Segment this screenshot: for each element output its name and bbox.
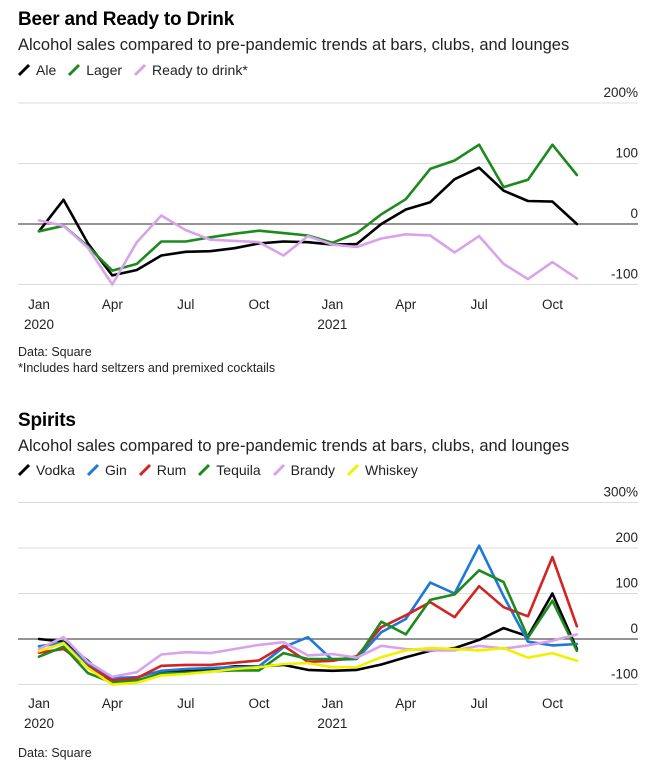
series-line-gin — [37, 544, 579, 680]
legend-label-vodka: Vodka — [36, 462, 75, 478]
x-tick-label: Jan — [28, 297, 50, 312]
y-tick-label: 0 — [630, 206, 638, 221]
year-label: 2021 — [317, 716, 347, 731]
legend-item-tequila: Tequila — [198, 462, 261, 478]
legend-swatch-lager — [68, 63, 81, 77]
legend-item-brandy: Brandy — [272, 462, 336, 478]
year-label: 2020 — [24, 317, 54, 332]
legend-label-lager: Lager — [86, 62, 123, 78]
legend-swatch-vodka — [17, 463, 31, 477]
y-tick-label: 200 — [615, 530, 638, 545]
x-tick-label: Oct — [542, 696, 563, 711]
legend-item-ready-to-drink: Ready to drink* — [133, 62, 248, 78]
chart-title: Beer and Ready to Drink — [18, 9, 235, 30]
x-tick-label: Jul — [470, 297, 487, 312]
legend-item-lager: Lager — [68, 62, 122, 78]
legend-item-ale: Ale — [17, 62, 57, 78]
beer-line-chart: 200% 100 0 -100 Jan Apr Jul Oct Jan Apr Jul Oct 2020… — [18, 85, 638, 332]
y-tick-label: 100 — [615, 146, 638, 161]
legend-label-whiskey: Whiskey — [365, 462, 418, 478]
year-label: 2020 — [24, 716, 54, 731]
chart-title: Spirits — [18, 410, 76, 431]
x-tick-label: Jan — [28, 696, 50, 711]
x-tick-label: Apr — [102, 297, 124, 312]
legend-label-ready-to-drink: Ready to drink* — [152, 62, 248, 78]
x-tick-label: Jul — [177, 696, 194, 711]
x-tick-label: Apr — [102, 696, 124, 711]
legend-label-rum: Rum — [156, 462, 187, 478]
legend-item-rum: Rum — [138, 462, 187, 478]
beer-chart-panel: Beer and Ready to Drink Alcohol sales co… — [17, 9, 638, 375]
x-tick-label: Oct — [249, 696, 270, 711]
series-line-whiskey — [37, 641, 579, 686]
y-tick-label: -100 — [611, 667, 638, 682]
series-line-ale — [37, 166, 579, 277]
legend-item-vodka: Vodka — [17, 462, 75, 478]
source-note: Data: Square — [18, 345, 92, 359]
y-tick-label: 100 — [615, 576, 638, 591]
series-line-tequila — [37, 569, 579, 684]
footnote: *Includes hard seltzers and premixed coc… — [18, 361, 276, 375]
legend-swatch-ready-to-drink — [133, 63, 147, 77]
legend-swatch-whiskey — [346, 463, 360, 477]
legend-label-tequila: Tequila — [216, 462, 261, 478]
chart-legend: Vodka Gin Rum Tequila Brandy Whiskey — [17, 462, 430, 478]
series-line-brandy — [37, 633, 579, 679]
y-tick-label: 0 — [630, 621, 638, 636]
legend-label-ale: Ale — [36, 62, 57, 78]
legend-swatch-tequila — [198, 463, 211, 477]
y-tick-label: 300% — [603, 485, 638, 500]
chart-subtitle: Alcohol sales compared to pre-pandemic t… — [18, 437, 570, 455]
x-tick-label: Apr — [395, 297, 417, 312]
chart-legend: Ale Lager Ready to drink* — [17, 62, 260, 78]
spirits-chart-panel: Spirits Alcohol sales compared to pre-pa… — [0, 400, 660, 767]
x-tick-label: Jan — [322, 696, 344, 711]
legend-swatch-ale — [17, 63, 31, 77]
x-tick-label: Jul — [177, 297, 194, 312]
year-label: 2021 — [317, 317, 347, 332]
legend-swatch-gin — [86, 463, 99, 477]
legend-label-gin: Gin — [104, 462, 127, 478]
spirits-line-chart: 300% 200 100 0 -100 Jan Apr Jul Oct Jan Apr Jul Oct 2… — [18, 485, 638, 731]
x-tick-label: Oct — [542, 297, 563, 312]
legend-swatch-brandy — [272, 463, 285, 477]
source-note: Data: Square — [18, 746, 92, 760]
x-tick-label: Jan — [322, 297, 344, 312]
x-tick-label: Oct — [249, 297, 270, 312]
chart-subtitle: Alcohol sales compared to pre-pandemic t… — [18, 36, 570, 54]
legend-item-whiskey: Whiskey — [346, 462, 418, 478]
x-tick-label: Jul — [470, 696, 487, 711]
legend-label-brandy: Brandy — [290, 462, 336, 478]
legend-item-gin: Gin — [86, 462, 127, 478]
series-line-rum — [37, 555, 579, 682]
x-tick-label: Apr — [395, 696, 417, 711]
y-tick-label: -100 — [611, 267, 638, 282]
legend-swatch-rum — [138, 463, 151, 477]
y-tick-label: 200% — [603, 85, 638, 100]
series-line-ready-to-drink — [37, 214, 579, 286]
